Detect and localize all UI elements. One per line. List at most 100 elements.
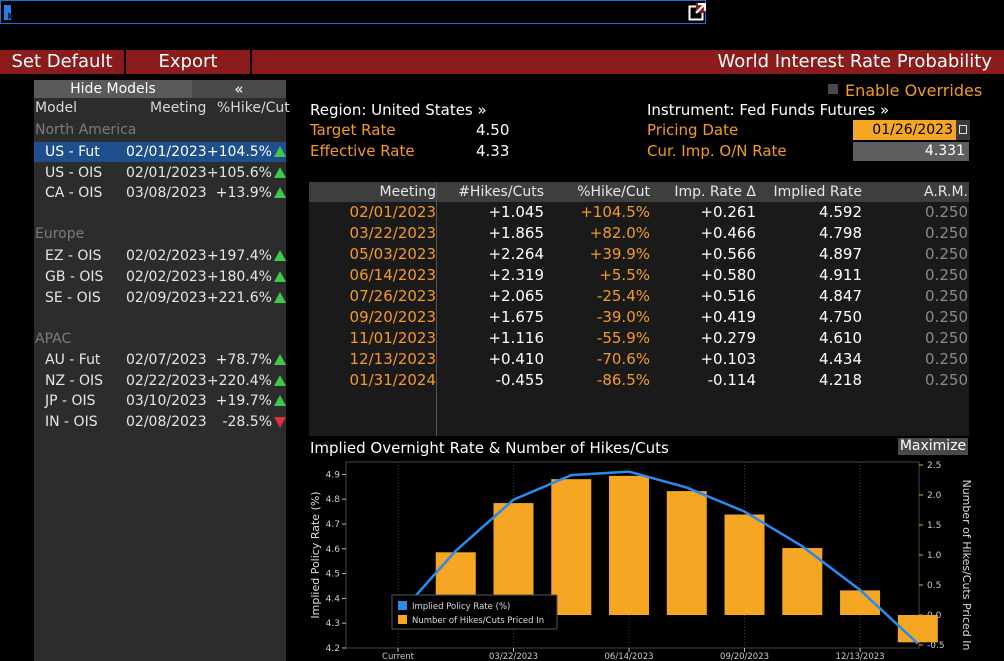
chart-title: Implied Overnight Rate & Number of Hikes… bbox=[310, 439, 669, 457]
up-arrow-icon bbox=[274, 395, 286, 406]
calendar-icon[interactable] bbox=[956, 120, 970, 140]
model-name: IN - OIS bbox=[45, 414, 98, 430]
instrument-selector[interactable]: Instrument: Fed Funds Futures » bbox=[647, 101, 890, 119]
window-title: World Interest Rate Probability bbox=[717, 51, 992, 72]
legend-swatch-bar bbox=[398, 615, 407, 624]
table-cell: +0.410 bbox=[488, 350, 544, 368]
y2-tick-label: 2.5 bbox=[927, 461, 941, 471]
collapse-panel-button[interactable]: « bbox=[192, 80, 286, 98]
y-tick-label: 4.3 bbox=[326, 619, 340, 629]
model-row-jp-ois[interactable]: JP - OIS 03/10/2023 +19.7% bbox=[34, 391, 286, 411]
table-cell: 0.250 bbox=[925, 329, 968, 347]
y-axis-label: Implied Policy Rate (%) bbox=[309, 491, 322, 618]
region-selector[interactable]: Region: United States » bbox=[310, 101, 487, 119]
table-cell: +82.0% bbox=[589, 224, 650, 242]
legend-label: Number of Hikes/Cuts Priced In bbox=[412, 616, 544, 626]
model-meeting: 02/02/2023 bbox=[126, 248, 207, 264]
table-cell: -86.5% bbox=[596, 371, 650, 389]
table-cell: 06/14/2023 bbox=[349, 266, 436, 284]
table-cell: -39.0% bbox=[596, 308, 650, 326]
effective-rate-label: Effective Rate bbox=[310, 142, 415, 160]
effective-rate-value: 4.33 bbox=[476, 142, 510, 160]
model-name: NZ - OIS bbox=[45, 373, 104, 389]
legend-label: Implied Policy Rate (%) bbox=[412, 602, 510, 612]
th-arm: A.R.M. bbox=[924, 184, 968, 200]
model-row-us-ois[interactable]: US - OIS 02/01/2023 +105.6% bbox=[34, 163, 286, 183]
export-button[interactable]: Export bbox=[126, 50, 252, 74]
bar bbox=[782, 548, 823, 615]
model-row-ca-ois[interactable]: CA - OIS 03/08/2023 +13.9% bbox=[34, 183, 286, 203]
bar bbox=[724, 514, 765, 615]
y2-tick-label: 0.5 bbox=[927, 581, 941, 591]
column-header-pct: %Hike/Cut bbox=[217, 100, 290, 116]
bar bbox=[666, 491, 707, 615]
th-hikes: #Hikes/Cuts bbox=[458, 184, 544, 200]
command-input[interactable] bbox=[0, 0, 706, 24]
onrate-value: 4.331 bbox=[853, 142, 969, 161]
table-cell: 02/01/2023 bbox=[349, 203, 436, 221]
maximize-button[interactable]: Maximize bbox=[898, 438, 968, 455]
model-meeting: 02/02/2023 bbox=[126, 269, 207, 285]
up-arrow-icon bbox=[274, 375, 286, 386]
up-arrow-icon bbox=[274, 146, 286, 157]
y2-tick-label: 1.0 bbox=[927, 551, 942, 561]
y-tick-label: 4.6 bbox=[326, 545, 341, 555]
table-cell: 0.250 bbox=[925, 203, 968, 221]
toolbar: Set Default Export World Interest Rate P… bbox=[0, 50, 1004, 74]
th-meeting: Meeting bbox=[379, 184, 436, 200]
up-arrow-icon bbox=[274, 167, 286, 178]
model-meeting: 03/10/2023 bbox=[126, 393, 207, 409]
enable-overrides-checkbox[interactable] bbox=[828, 84, 838, 94]
model-row-in-ois[interactable]: IN - OIS 02/08/2023 -28.5% bbox=[34, 412, 286, 432]
table-cell: +2.264 bbox=[488, 245, 544, 263]
table-cell: 4.750 bbox=[819, 308, 862, 326]
model-name: GB - OIS bbox=[45, 269, 104, 285]
table-cell: +2.065 bbox=[488, 287, 544, 305]
table-cell: -70.6% bbox=[596, 350, 650, 368]
target-rate-label: Target Rate bbox=[310, 121, 396, 139]
table-cell: 4.434 bbox=[819, 350, 862, 368]
enable-overrides-label[interactable]: Enable Overrides bbox=[845, 81, 983, 100]
table-cell: 03/22/2023 bbox=[349, 224, 436, 242]
model-name: AU - Fut bbox=[45, 352, 101, 368]
set-default-button[interactable]: Set Default bbox=[0, 50, 126, 74]
up-arrow-icon bbox=[274, 250, 286, 261]
model-row-us-fut[interactable]: US - Fut 02/01/2023 +104.5% bbox=[34, 142, 286, 162]
table-cell: +2.319 bbox=[488, 266, 544, 284]
group-label-apac: APAC bbox=[35, 331, 72, 347]
model-row-nz-ois[interactable]: NZ - OIS 02/22/2023 +220.4% bbox=[34, 371, 286, 391]
model-row-gb-ois[interactable]: GB - OIS 02/02/2023 +180.4% bbox=[34, 267, 286, 287]
model-row-au-fut[interactable]: AU - Fut 02/07/2023 +78.7% bbox=[34, 350, 286, 370]
table-cell: -0.114 bbox=[707, 371, 756, 389]
pricing-date-input[interactable]: 01/26/2023 bbox=[853, 120, 957, 140]
implied-rate-chart: 4.9 4.8 4.7 4.6 4.5 4.4 4.3 4.2 2.5 2.0 1.5 1.0 0.5 0… bbox=[309, 461, 973, 661]
up-arrow-icon bbox=[274, 354, 286, 365]
model-name: US - OIS bbox=[45, 165, 103, 181]
table-cell: +0.279 bbox=[700, 329, 756, 347]
model-row-se-ois[interactable]: SE - OIS 02/09/2023 +221.6% bbox=[34, 288, 286, 308]
table-cell: 07/26/2023 bbox=[349, 287, 436, 305]
th-pct: %Hike/Cut bbox=[577, 184, 650, 200]
external-link-icon[interactable] bbox=[688, 3, 706, 21]
model-pct: +13.9% bbox=[215, 185, 272, 201]
model-pct: +19.7% bbox=[215, 393, 272, 409]
group-label-europe: Europe bbox=[35, 226, 85, 242]
model-pct: +104.5% bbox=[206, 144, 272, 160]
table-cell: +0.466 bbox=[700, 224, 756, 242]
column-header-model: Model bbox=[35, 100, 78, 116]
x-tick-label: Current bbox=[382, 652, 415, 661]
y2-axis-label: Number of Hikes/Cuts Priced In bbox=[960, 479, 973, 650]
up-arrow-icon bbox=[274, 187, 286, 198]
bar bbox=[609, 475, 650, 615]
table-cell: +1.675 bbox=[488, 308, 544, 326]
model-row-ez-ois[interactable]: EZ - OIS 02/02/2023 +197.4% bbox=[34, 246, 286, 266]
y-tick-label: 4.7 bbox=[326, 520, 340, 530]
up-arrow-icon bbox=[274, 292, 286, 303]
hide-models-button[interactable]: Hide Models bbox=[34, 80, 192, 98]
table-cell: +0.566 bbox=[700, 245, 756, 263]
cursor-block bbox=[4, 5, 13, 20]
target-rate-value: 4.50 bbox=[476, 121, 510, 139]
table-cell: -55.9% bbox=[596, 329, 650, 347]
table-cell: 0.250 bbox=[925, 245, 968, 263]
model-meeting: 02/09/2023 bbox=[126, 290, 207, 306]
